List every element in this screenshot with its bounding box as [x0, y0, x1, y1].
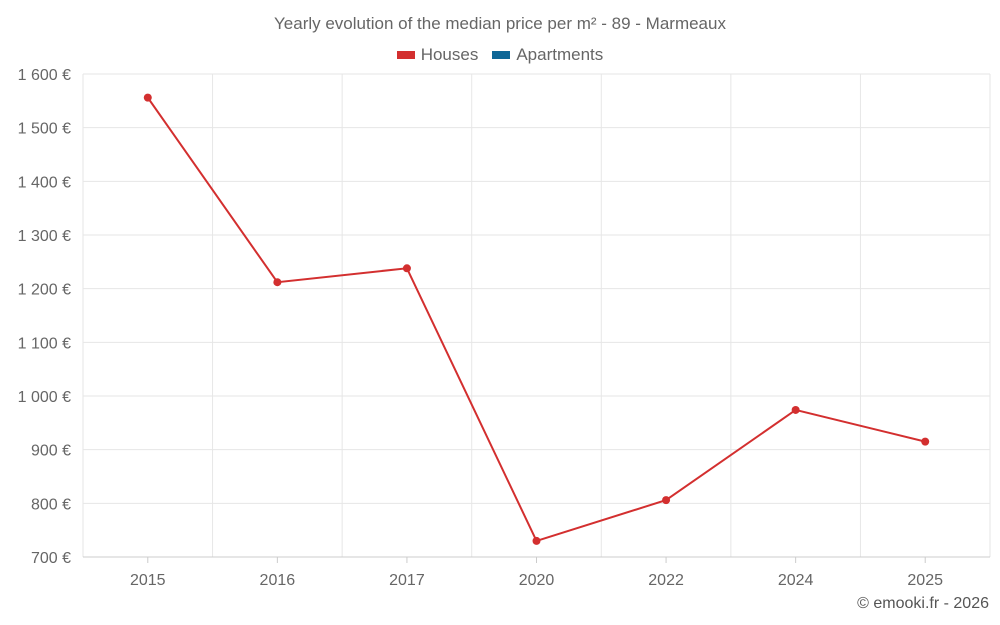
- data-point-houses: [791, 405, 800, 414]
- data-point-houses: [921, 437, 930, 446]
- data-point-houses: [532, 536, 541, 545]
- x-tick-label: 2017: [389, 572, 425, 589]
- chart-title: Yearly evolution of the median price per…: [274, 14, 726, 33]
- legend-item-houses[interactable]: Houses: [396, 45, 479, 65]
- x-tick-label: 2016: [260, 572, 296, 589]
- x-tick-label: 2015: [130, 572, 166, 589]
- y-tick-label: 1 600 €: [18, 67, 71, 84]
- y-tick-label: 900 €: [31, 443, 71, 460]
- x-tick-label: 2024: [778, 572, 814, 589]
- y-tick-label: 1 000 €: [18, 389, 71, 406]
- data-point-houses: [402, 264, 411, 273]
- legend: Houses Apartments: [0, 45, 1000, 65]
- data-point-houses: [143, 93, 152, 102]
- x-tick-label: 2020: [519, 572, 555, 589]
- y-tick-label: 1 300 €: [18, 228, 71, 245]
- y-tick-label: 1 400 €: [18, 174, 71, 191]
- x-tick-label: 2025: [907, 572, 943, 589]
- legend-item-apartments[interactable]: Apartments: [492, 45, 603, 65]
- data-point-houses: [662, 496, 671, 505]
- legend-label-houses: Houses: [420, 45, 479, 64]
- legend-swatch-apartments: [492, 51, 511, 59]
- legend-label-apartments: Apartments: [516, 45, 604, 64]
- data-point-houses: [273, 278, 282, 287]
- y-tick-label: 1 500 €: [18, 121, 71, 138]
- x-tick-label: 2022: [648, 572, 684, 589]
- y-tick-label: 1 100 €: [18, 335, 71, 352]
- credit-text: © emooki.fr - 2026: [857, 595, 989, 612]
- y-tick-label: 800 €: [31, 496, 71, 513]
- y-tick-label: 700 €: [31, 550, 71, 567]
- series-line-houses: [146, 97, 926, 543]
- legend-swatch-houses: [396, 51, 415, 59]
- y-tick-label: 1 200 €: [18, 282, 71, 299]
